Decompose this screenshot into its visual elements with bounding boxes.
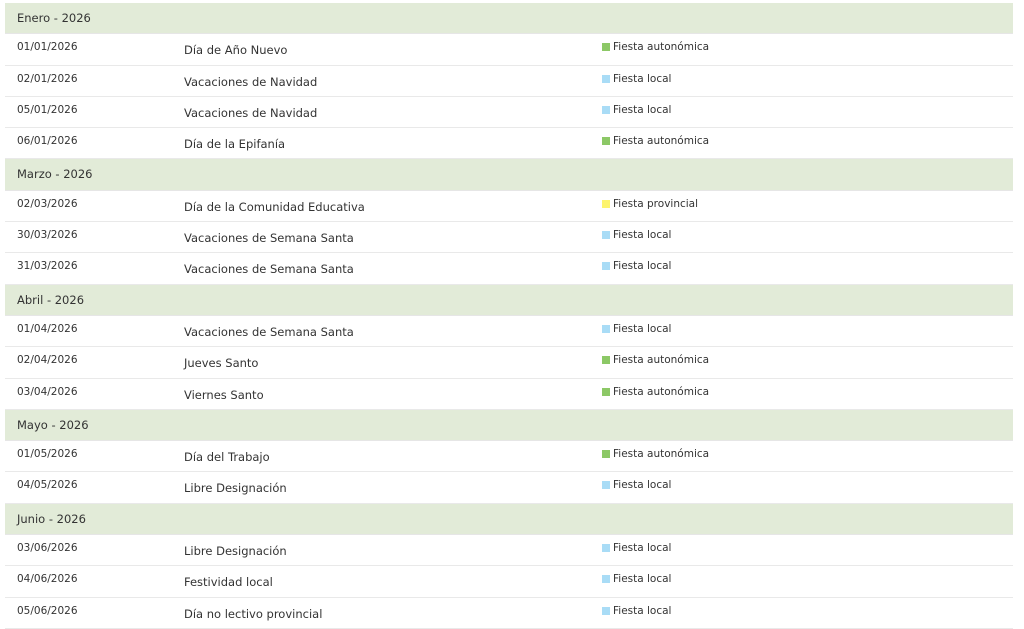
holiday-name: Día de la Epifanía (184, 137, 286, 152)
holiday-date: 02/01/2026 (17, 72, 78, 85)
type-color-swatch-icon (602, 481, 610, 490)
holiday-date: 06/01/2026 (17, 135, 78, 148)
holiday-type: Fiesta autonómica (602, 386, 709, 398)
holiday-name: Día del Trabajo (184, 450, 270, 465)
type-color-swatch-icon (602, 262, 610, 271)
month-header: Junio - 2026 (5, 503, 1013, 536)
holiday-date: 05/01/2026 (17, 103, 78, 116)
holiday-type-label: Fiesta autonómica (613, 135, 710, 148)
holiday-date: 31/03/2026 (17, 260, 78, 273)
holiday-type-label: Fiesta autonómica (613, 41, 710, 54)
holiday-type-label: Fiesta local (613, 322, 672, 335)
holiday-date: 01/04/2026 (17, 322, 78, 335)
holiday-type: Fiesta local (602, 605, 671, 617)
table-row: 02/03/2026 Día de la Comunidad Educativa F… (5, 191, 1013, 223)
holiday-date: 02/03/2026 (17, 197, 78, 210)
table-row: 31/03/2026 Vacaciones de Semana Santa Fies… (5, 253, 1013, 285)
holiday-type: Fiesta autonómica (602, 448, 709, 460)
holiday-type-label: Fiesta autonómica (613, 354, 710, 367)
table-row: 30/03/2026 Vacaciones de Semana Santa Fies… (5, 222, 1013, 254)
holiday-date: 03/04/2026 (17, 385, 78, 398)
holiday-type: Fiesta local (602, 260, 671, 272)
holiday-name: Vacaciones de Semana Santa (184, 262, 354, 277)
holiday-name: Viernes Santo (184, 387, 264, 402)
month-header: Marzo - 2026 (5, 159, 1013, 191)
holiday-date: 01/01/2026 (17, 41, 78, 54)
type-color-swatch-icon (602, 575, 610, 584)
table-row: 04/06/2026 Festividad local Fiesta local (5, 566, 1013, 598)
holiday-date: 01/05/2026 (17, 448, 78, 461)
holiday-type: Fiesta local (602, 573, 671, 585)
holiday-type: Fiesta local (602, 323, 671, 335)
month-header: Enero - 2026 (5, 3, 1013, 35)
holiday-type-label: Fiesta autonómica (613, 385, 710, 398)
holiday-type: Fiesta local (602, 542, 671, 554)
table-row: 03/04/2026 Viernes Santo Fiesta autonómica (5, 379, 1013, 410)
holiday-name: Vacaciones de Semana Santa (184, 231, 354, 246)
holiday-date: 04/06/2026 (17, 573, 78, 586)
holiday-date: 04/05/2026 (17, 479, 78, 492)
type-color-swatch-icon (602, 43, 610, 52)
holiday-name: Día no lectivo provincial (184, 606, 323, 621)
holiday-name: Día de Año Nuevo (184, 43, 288, 58)
holiday-type-label: Fiesta local (613, 229, 672, 242)
table-row: 02/01/2026 Vacaciones de Navidad Fiesta lo… (5, 66, 1013, 97)
type-color-swatch-icon (602, 137, 610, 146)
holiday-type: Fiesta provincial (602, 198, 698, 210)
holiday-type: Fiesta local (602, 479, 671, 491)
type-color-swatch-icon (602, 544, 610, 553)
table-row: 01/01/2026 Día de Año Nuevo Fiesta autonóm… (5, 34, 1013, 66)
table-row: 05/01/2026 Vacaciones de Navidad Fiesta lo… (5, 97, 1013, 129)
holiday-date: 03/06/2026 (17, 542, 78, 555)
holiday-type-label: Fiesta local (613, 72, 672, 85)
holiday-name: Vacaciones de Semana Santa (184, 324, 354, 339)
table-row: 01/04/2026 Vacaciones de Semana Santa Fies… (5, 316, 1013, 348)
holiday-type-label: Fiesta local (613, 542, 672, 555)
table-row: 05/06/2026 Día no lectivo provincial Fiest… (5, 598, 1013, 629)
holiday-type: Fiesta local (602, 104, 671, 116)
holiday-date: 05/06/2026 (17, 604, 78, 617)
holiday-name: Vacaciones de Navidad (184, 105, 318, 120)
month-header: Abril - 2026 (5, 284, 1013, 316)
type-color-swatch-icon (602, 324, 610, 333)
holiday-type: Fiesta autonómica (602, 135, 709, 147)
month-header: Mayo - 2026 (5, 409, 1013, 442)
holiday-type-label: Fiesta autonómica (613, 448, 710, 461)
type-color-swatch-icon (602, 105, 610, 114)
holiday-type: Fiesta autonómica (602, 354, 709, 366)
holiday-type-label: Fiesta local (613, 479, 672, 492)
type-color-swatch-icon (602, 450, 610, 459)
holiday-name: Vacaciones de Navidad (184, 74, 318, 89)
holiday-name: Día de la Comunidad Educativa (184, 199, 365, 214)
holiday-type-label: Fiesta local (613, 604, 672, 617)
holiday-type-label: Fiesta local (613, 103, 672, 116)
holiday-type: Fiesta local (602, 229, 671, 241)
holiday-type: Fiesta local (602, 73, 671, 85)
holiday-name: Jueves Santo (184, 356, 259, 371)
table-row: 06/01/2026 Día de la Epifanía Fiesta auton… (5, 128, 1013, 160)
holiday-date: 30/03/2026 (17, 229, 78, 242)
holiday-type-label: Fiesta local (613, 260, 672, 273)
type-color-swatch-icon (602, 231, 610, 240)
type-color-swatch-icon (602, 606, 610, 615)
holiday-name: Libre Designación (184, 481, 287, 496)
type-color-swatch-icon (602, 387, 610, 396)
table-row: 03/06/2026 Libre Designación Fiesta local (5, 535, 1013, 567)
table-row: 01/05/2026 Día del Trabajo Fiesta autonómi… (5, 441, 1013, 473)
type-color-swatch-icon (602, 199, 610, 208)
holiday-type: Fiesta autonómica (602, 41, 709, 53)
table-row: 02/04/2026 Jueves Santo Fiesta autonómica (5, 347, 1013, 379)
type-color-swatch-icon (602, 74, 610, 83)
table-row: 04/05/2026 Libre Designación Fiesta local (5, 472, 1013, 504)
holiday-name: Libre Designación (184, 544, 287, 559)
holiday-name: Festividad local (184, 575, 273, 590)
holiday-type-label: Fiesta local (613, 573, 672, 586)
holiday-date: 02/04/2026 (17, 354, 78, 367)
holiday-type-label: Fiesta provincial (613, 197, 699, 210)
type-color-swatch-icon (602, 356, 610, 365)
holiday-calendar-table: Enero - 2026 01/01/2026 Día de Año Nuevo Fi… (5, 3, 1013, 629)
